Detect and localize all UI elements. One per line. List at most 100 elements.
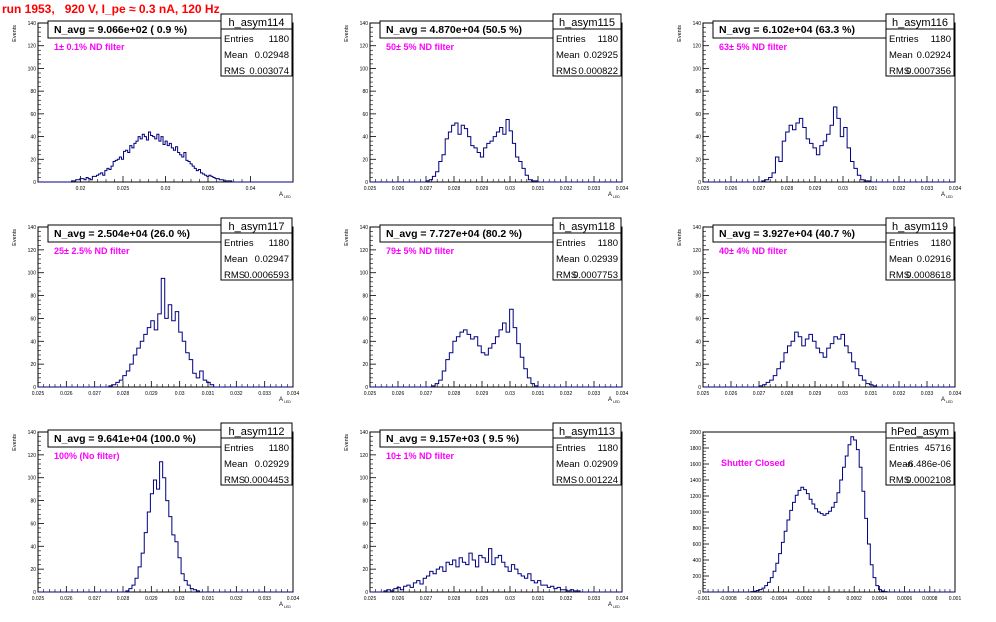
- y-tick-label: 40: [362, 544, 368, 550]
- x-tick-label: 0.026: [60, 596, 73, 602]
- stats-value: 0.02947: [255, 254, 289, 265]
- stats-value: 1180: [931, 34, 951, 45]
- y-tick-label: 140: [360, 430, 369, 436]
- stats-value: 1180: [269, 238, 289, 249]
- stats-label: Entries: [224, 238, 254, 249]
- y-tick-label: 80: [30, 89, 36, 95]
- y-tick-label: 20: [695, 157, 701, 163]
- x-tick-label: 0.033: [588, 596, 601, 602]
- stats-label: Entries: [889, 443, 919, 454]
- stats-label: Mean: [889, 254, 913, 265]
- x-tick-label: 0.033: [588, 391, 601, 397]
- stats-box: [220, 217, 293, 281]
- stats-value: 1180: [269, 34, 289, 45]
- y-tick-label: 140: [693, 21, 702, 27]
- stats-box: [220, 13, 293, 77]
- stats-label: RMS: [224, 270, 245, 281]
- x-tick-label: 0.029: [145, 596, 158, 602]
- histogram-series: [703, 331, 955, 388]
- filter-annotation: Shutter Closed: [721, 458, 785, 468]
- stats-value: 1180: [269, 443, 289, 454]
- y-axis-title: Events: [12, 434, 18, 451]
- histogram-series: [38, 131, 293, 183]
- navg-label: N_avg = 3.927e+04 (40.7 %): [719, 228, 855, 240]
- y-tick-label: 40: [695, 135, 701, 141]
- x-tick-label: 0.034: [616, 596, 629, 602]
- stats-label: Entries: [556, 34, 586, 45]
- histogram-series: [370, 548, 622, 593]
- y-tick-label: 40: [30, 544, 36, 550]
- stats-box: [552, 422, 622, 486]
- x-tick-label: 0.0002: [847, 596, 863, 602]
- stats-label: RMS: [889, 475, 910, 486]
- y-tick-label: 1600: [690, 462, 701, 468]
- navg-label: N_avg = 7.727e+04 (80.2 %): [386, 228, 522, 240]
- x-tick-label: 0.033: [588, 186, 601, 192]
- x-tick-label: 0.025: [117, 186, 130, 192]
- x-tick-label: 0.031: [865, 186, 878, 192]
- x-tick-label: 0.034: [287, 596, 300, 602]
- stats-value: 0.0004453: [244, 475, 289, 486]
- y-tick-label: 140: [693, 225, 702, 231]
- stats-value: 0.02948: [255, 50, 289, 61]
- filter-annotation: 50± 5% ND filter: [386, 42, 454, 52]
- x-tick-label: -0.0006: [745, 596, 762, 602]
- x-tick-label: 0.034: [287, 391, 300, 397]
- y-tick-label: 120: [28, 248, 37, 254]
- x-axis-title: A: [941, 192, 945, 198]
- x-tick-label: 0.0004: [872, 596, 888, 602]
- y-tick-label: 120: [360, 248, 369, 254]
- histogram-series: [38, 461, 293, 593]
- y-tick-label: 140: [28, 21, 37, 27]
- y-tick-label: 60: [362, 316, 368, 322]
- stats-label: RMS: [224, 66, 245, 77]
- y-tick-label: 0: [698, 385, 701, 391]
- x-tick-label: 0.034: [616, 186, 629, 192]
- filter-annotation: 63± 5% ND filter: [719, 42, 787, 52]
- histogram-title: h_asym118: [559, 221, 615, 233]
- y-tick-label: 140: [28, 225, 37, 231]
- x-tick-label: 0.033: [921, 186, 934, 192]
- y-tick-label: 80: [695, 89, 701, 95]
- x-tick-label: 0.02: [76, 186, 86, 192]
- x-axis-title: A: [941, 397, 945, 403]
- x-tick-label: 0.027: [753, 186, 766, 192]
- stats-value: 0.02929: [255, 459, 289, 470]
- histogram-title: h_asym115: [559, 17, 615, 29]
- x-tick-label: 0.027: [420, 186, 433, 192]
- stats-label: Entries: [556, 443, 586, 454]
- x-tick-label: 0.028: [448, 391, 461, 397]
- y-tick-label: 120: [693, 248, 702, 254]
- y-tick-label: 60: [362, 521, 368, 527]
- x-tick-label: 0.033: [258, 391, 271, 397]
- x-tick-label: 0.026: [392, 596, 405, 602]
- histogram-title: h_asym113: [559, 426, 615, 438]
- x-tick-label: 0.04: [246, 186, 256, 192]
- y-tick-label: 140: [360, 225, 369, 231]
- y-tick-label: 1800: [690, 446, 701, 452]
- stats-label: Entries: [224, 443, 254, 454]
- y-tick-label: 120: [693, 44, 702, 50]
- y-axis-title: Events: [12, 229, 18, 246]
- stats-value: 0.02939: [584, 254, 618, 265]
- x-tick-label: 0.03: [505, 391, 515, 397]
- stats-value: 0.02925: [584, 50, 618, 61]
- x-axis-title: A: [608, 192, 612, 198]
- y-tick-label: 100: [28, 66, 37, 72]
- stats-value: 1180: [598, 238, 618, 249]
- y-tick-label: 40: [30, 339, 36, 345]
- stats-label: RMS: [889, 270, 910, 281]
- x-tick-label: 0.0006: [897, 596, 913, 602]
- x-tick-label: 0.03: [161, 186, 171, 192]
- navg-label: N_avg = 9.066e+02 ( 0.9 %): [54, 24, 187, 36]
- stats-value: -6.486e-06: [905, 459, 951, 470]
- x-tick-label: 0.025: [697, 391, 710, 397]
- x-tick-label: 0.031: [532, 186, 545, 192]
- stats-label: Entries: [889, 34, 919, 45]
- histogram-series: [38, 277, 293, 388]
- y-tick-label: 20: [30, 157, 36, 163]
- y-tick-label: 40: [362, 339, 368, 345]
- y-tick-label: 140: [28, 430, 37, 436]
- y-tick-label: 0: [33, 590, 36, 596]
- y-tick-label: 80: [30, 499, 36, 505]
